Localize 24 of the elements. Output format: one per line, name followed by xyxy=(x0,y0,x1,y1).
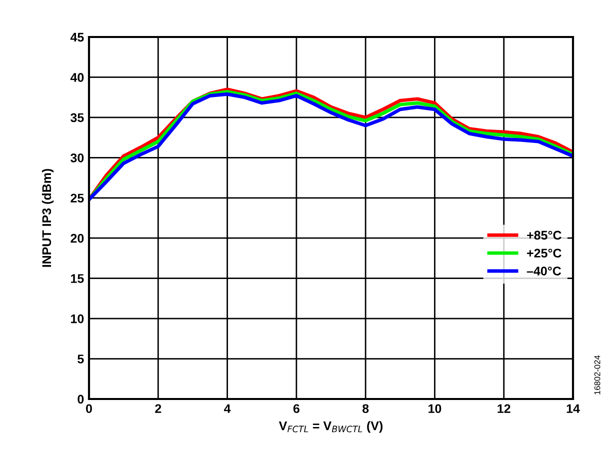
y-tick-label: 20 xyxy=(70,234,84,243)
y-tick-label: 10 xyxy=(71,314,84,324)
x-tick-label: 8 xyxy=(362,404,369,414)
legend-label: +85°C xyxy=(527,230,562,240)
y-axis-title: INPUT IP3 (dBm) xyxy=(42,168,54,267)
text: 16802-024 xyxy=(594,355,600,394)
x-tick-label: 4 xyxy=(224,404,231,413)
x-tick-label: 10 xyxy=(428,404,442,414)
y-tick-label: 25 xyxy=(70,194,84,203)
x-tick-label: 12 xyxy=(498,404,510,413)
x-tick-label: 0 xyxy=(86,404,92,414)
x-tick-label: 14 xyxy=(566,404,580,413)
x-tick-label: 6 xyxy=(293,404,300,414)
y-tick-label: 30 xyxy=(70,153,84,162)
y-tick-label: 35 xyxy=(70,113,84,122)
x-tick-label: 2 xyxy=(155,404,162,413)
y-tick-label: 15 xyxy=(71,274,84,283)
legend-label: –40°C xyxy=(526,266,562,276)
y-tick-label: 40 xyxy=(70,73,84,82)
y-tick-label: 5 xyxy=(78,354,84,364)
x-axis-title: V$_{FCTL}$ = V$_{BWCTL}$ (V) xyxy=(278,421,383,433)
y-tick-label: 45 xyxy=(70,32,84,42)
y-tick-label: 0 xyxy=(78,394,84,404)
legend-label: +25°C xyxy=(527,248,562,258)
